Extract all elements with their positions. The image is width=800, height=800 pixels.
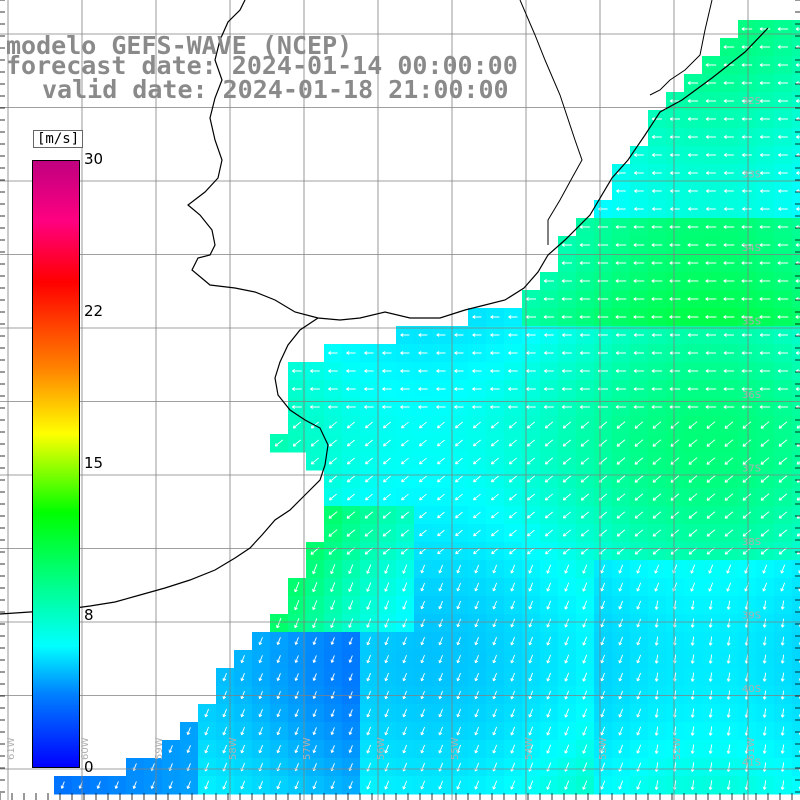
colorbar-tick-0: 0: [84, 758, 94, 776]
border-line: [519, 0, 713, 245]
colorbar-tick-15: 15: [84, 454, 104, 472]
lat-label: 38S: [742, 537, 761, 548]
lon-label: 58W: [228, 737, 239, 760]
wind-arrows: [60, 27, 800, 790]
coastline-river-plate: [0, 317, 329, 615]
lon-label: 53W: [598, 737, 609, 760]
lon-label: 61W: [6, 737, 17, 760]
colorbar-tick-30: 30: [84, 150, 104, 168]
lon-label: 59W: [154, 737, 165, 760]
lat-label: 41S: [742, 758, 761, 769]
lat-label: 35S: [742, 317, 761, 328]
lon-label: 60W: [80, 737, 91, 760]
colorbar-units: [m/s]: [33, 130, 84, 148]
coastline: [187, 0, 769, 321]
colorbar: [32, 160, 80, 768]
lat-label: 39S: [742, 611, 761, 622]
title-valid-date: valid date: 2024-01-18 21:00:00: [42, 75, 509, 104]
lat-label: 36S: [742, 390, 761, 401]
title-forecast-date: forecast date: 2024-01-14 00:00:00: [6, 51, 518, 80]
lat-label: 37S: [742, 464, 761, 475]
lon-label: 52W: [672, 737, 683, 760]
lat-label: 32S: [742, 96, 761, 107]
lat-label: 34S: [742, 243, 761, 254]
lat-label: 40S: [742, 684, 761, 695]
title-model: modelo GEFS-WAVE (NCEP): [6, 31, 353, 60]
colorbar-tick-8: 8: [84, 606, 94, 624]
colorbar-tick-22: 22: [84, 302, 104, 320]
lon-label: 56W: [376, 737, 387, 760]
lon-label: 54W: [524, 737, 535, 760]
lat-label: 33S: [742, 170, 761, 181]
latitude-labels: 32S 33S 34S 35S 36S 37S 38S 39S 40S 41S: [742, 96, 761, 769]
lon-label: 57W: [302, 737, 313, 760]
longitude-labels: 61W 60W 59W 58W 57W 56W 55W 54W 53W 52W 51W: [6, 737, 757, 760]
lon-label: 55W: [450, 737, 461, 760]
lon-label: 51W: [746, 737, 757, 760]
